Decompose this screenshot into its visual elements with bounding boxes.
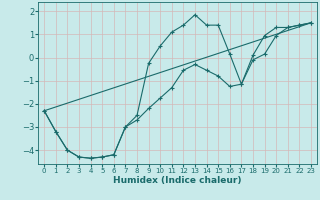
X-axis label: Humidex (Indice chaleur): Humidex (Indice chaleur): [113, 176, 242, 185]
